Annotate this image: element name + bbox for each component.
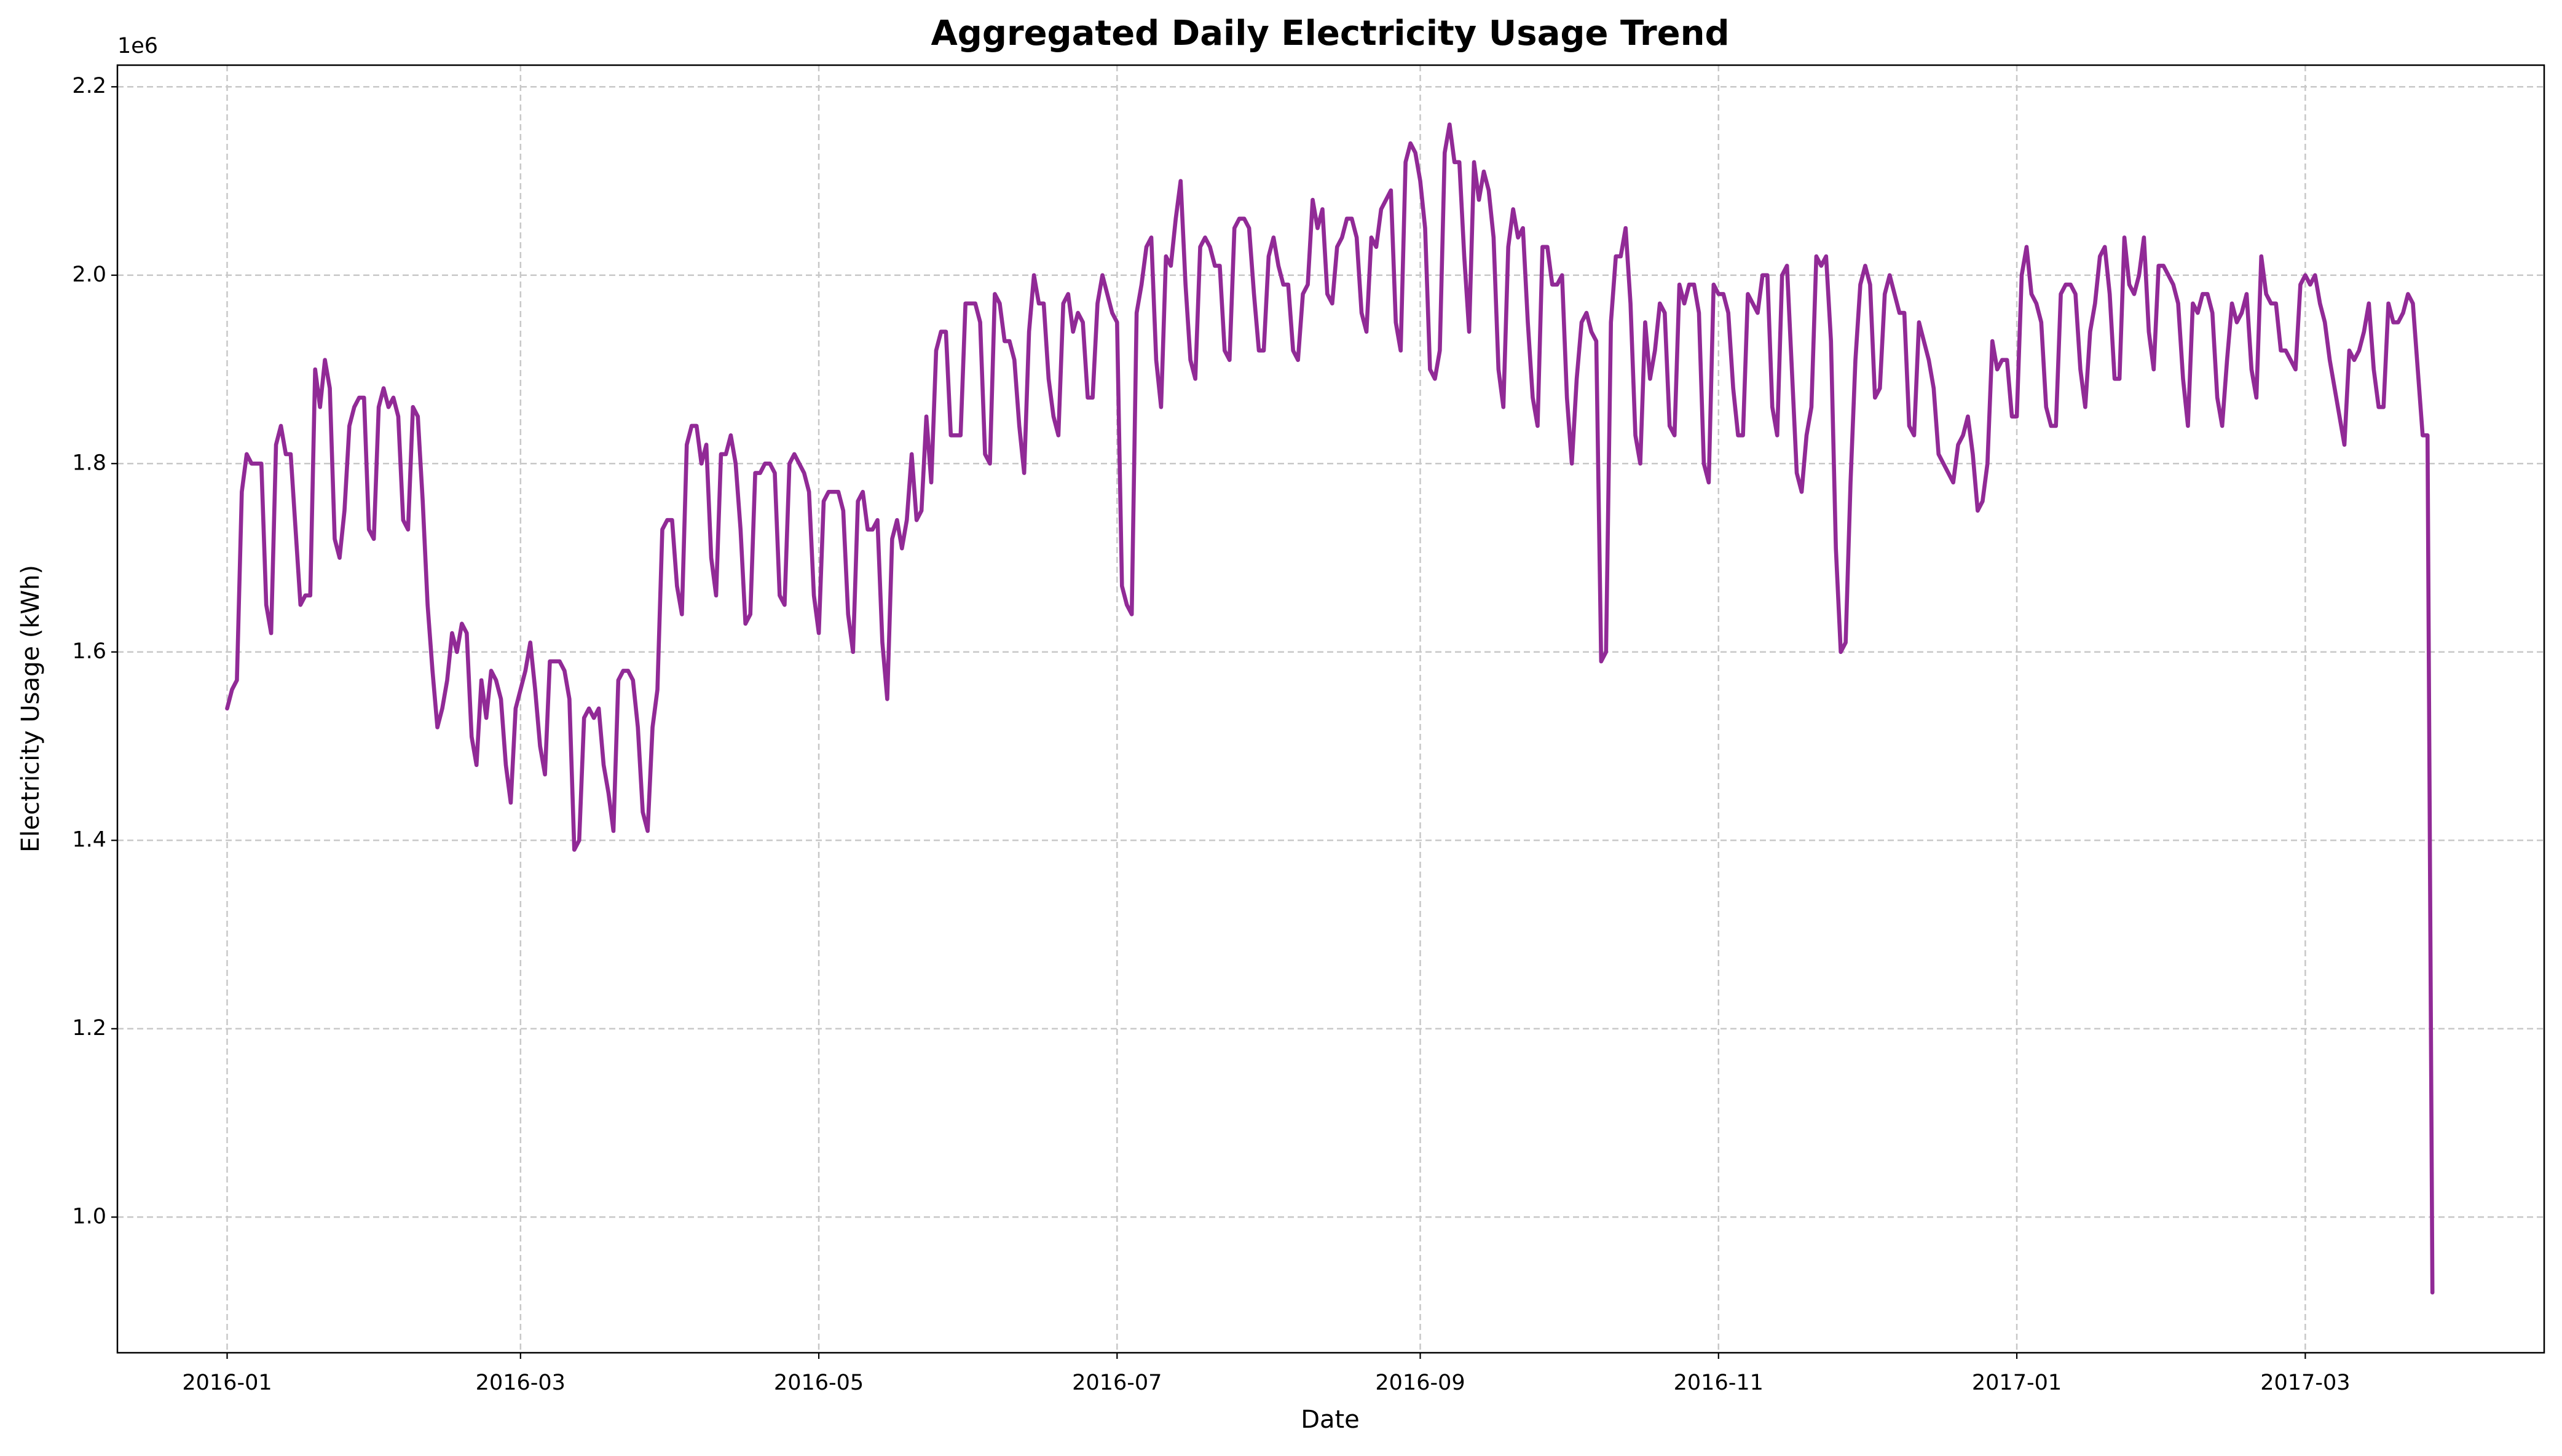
x-tick-label: 2016-05 [774, 1371, 864, 1395]
x-tick-label: 2016-03 [476, 1371, 566, 1395]
y-tick-label: 2.0 [72, 262, 106, 287]
y-tick-label: 1.4 [72, 827, 106, 852]
grid-layer [117, 65, 2544, 1353]
x-tick-label: 2017-03 [2260, 1371, 2350, 1395]
x-tick-label: 2016-07 [1072, 1371, 1162, 1395]
x-axis-label: Date [1301, 1406, 1360, 1434]
ticks-layer: 1.0 1.2 1.4 1.6 1.8 2.0 2.2 2016-01 2016-03 2016-… [72, 74, 2350, 1395]
y-tick-label: 1.6 [72, 639, 106, 664]
y-tick-label: 2.2 [72, 74, 106, 98]
y-axis-label: Electricity Usage (kWh) [17, 565, 45, 852]
y-tick-label: 1.8 [72, 451, 106, 475]
x-tick-label: 2016-01 [182, 1371, 272, 1395]
x-tick-label: 2016-09 [1375, 1371, 1465, 1395]
chart-title: Aggregated Daily Electricity Usage Trend [931, 14, 1729, 53]
y-tick-label: 1.2 [72, 1016, 106, 1041]
marks-layer [225, 122, 2435, 1295]
plot-frame [116, 64, 2545, 1354]
y-tick-label: 1.0 [72, 1204, 106, 1229]
x-tick-label: 2017-01 [1972, 1371, 2062, 1395]
data-line [225, 122, 2435, 1295]
x-tick-label: 2016-11 [1674, 1371, 1764, 1395]
y-offset-label: 1e6 [117, 34, 158, 58]
